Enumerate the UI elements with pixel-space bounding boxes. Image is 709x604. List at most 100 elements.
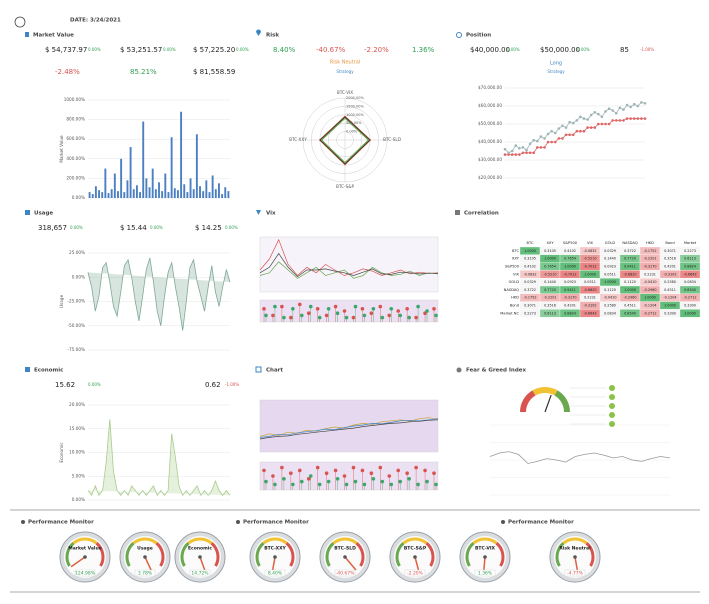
bar bbox=[180, 111, 183, 198]
radar-series bbox=[320, 117, 370, 164]
area bbox=[87, 419, 231, 497]
gauge-arc bbox=[65, 542, 75, 567]
marker bbox=[597, 122, 600, 126]
marker bbox=[546, 140, 550, 144]
cell-text: -0.1752 bbox=[523, 296, 536, 300]
marker bbox=[360, 307, 365, 311]
marker bbox=[629, 117, 632, 120]
cell-text: 0.0834 bbox=[684, 280, 696, 284]
gauge-arc bbox=[210, 542, 220, 567]
icon bbox=[25, 367, 30, 372]
gauge-label: Economic bbox=[188, 546, 212, 552]
marker bbox=[423, 468, 427, 473]
value-box bbox=[334, 569, 356, 577]
panel-title: Usage bbox=[34, 211, 53, 217]
marker bbox=[308, 474, 313, 478]
gauge-arc bbox=[585, 542, 595, 567]
marker bbox=[297, 302, 302, 307]
marker bbox=[333, 468, 338, 473]
row-label: S&P500 bbox=[505, 265, 520, 269]
date: DATE: 3/24/2021 bbox=[70, 18, 121, 24]
plot-bg bbox=[259, 399, 439, 453]
gauge-needle bbox=[544, 394, 552, 413]
bar bbox=[148, 187, 151, 198]
kpi: 8.40% bbox=[273, 46, 296, 54]
marker bbox=[351, 315, 356, 320]
cell-text: -0.6820 bbox=[583, 288, 596, 292]
kpi-change: -1.00% bbox=[225, 382, 239, 387]
bar bbox=[142, 121, 145, 198]
monitor-title: Performance Monitor bbox=[243, 520, 309, 526]
marker bbox=[351, 465, 356, 470]
marker bbox=[528, 151, 532, 155]
gauge-label: Risk Neutral bbox=[559, 546, 591, 552]
marker bbox=[262, 468, 266, 473]
marker bbox=[514, 144, 518, 147]
bar bbox=[208, 192, 211, 198]
marker bbox=[273, 482, 277, 487]
line bbox=[259, 252, 438, 278]
gauge-label: BTC-VIX bbox=[475, 546, 496, 552]
marker bbox=[614, 111, 618, 115]
cell-text: 0.3722 bbox=[624, 249, 636, 253]
table-header: VIX bbox=[587, 241, 594, 245]
marker bbox=[611, 119, 614, 122]
cell-text: 1.0000 bbox=[684, 311, 696, 315]
row-label: Bond bbox=[510, 304, 519, 308]
cell-text: 0.9411 bbox=[564, 288, 576, 292]
gauge-arc bbox=[285, 542, 295, 567]
plot-bg bbox=[259, 236, 439, 293]
plot-bg bbox=[259, 461, 439, 491]
marker bbox=[600, 122, 604, 126]
gauge-value: -40.67% bbox=[336, 571, 356, 577]
needle-hub bbox=[573, 555, 577, 559]
legend-dot bbox=[609, 394, 615, 400]
kpi: $40,000.00 bbox=[470, 46, 510, 54]
y-tick-label: -75.00% bbox=[68, 347, 85, 352]
y-tick-label: 0.00% bbox=[72, 195, 85, 200]
marker bbox=[315, 465, 320, 470]
y-axis-label: Economic bbox=[59, 442, 64, 463]
cell-text: 0.0834 bbox=[604, 311, 616, 315]
cell-text: -0.3102 bbox=[583, 304, 596, 308]
marker bbox=[550, 129, 553, 133]
cell-text: -0.3102 bbox=[663, 272, 676, 276]
cell-text: 0.8540 bbox=[684, 288, 696, 292]
marker bbox=[405, 471, 409, 476]
cell-text: 1.0000 bbox=[604, 280, 616, 284]
marker bbox=[632, 117, 636, 120]
y-tick-label: $70,000.00 bbox=[478, 85, 502, 90]
marker bbox=[425, 479, 429, 484]
kpi-change: -1.00% bbox=[640, 47, 654, 52]
table-header: S&P500 bbox=[563, 241, 578, 245]
row-label: HKD bbox=[511, 296, 519, 300]
cell-text: 0.3105 bbox=[544, 249, 556, 253]
table-header: NASDAQ bbox=[622, 241, 638, 245]
gauge-label: Market Value bbox=[68, 546, 101, 552]
marker bbox=[543, 137, 546, 140]
marker bbox=[371, 307, 376, 311]
kpi-change: 0.00% bbox=[163, 47, 176, 52]
icon bbox=[255, 366, 262, 373]
kpi: $50,000.00 bbox=[540, 46, 580, 54]
line bbox=[259, 419, 439, 440]
marker bbox=[507, 151, 510, 155]
kpi: $ 15.44 bbox=[120, 224, 147, 232]
cell-text: 0.2231 bbox=[584, 296, 596, 300]
bar bbox=[91, 194, 94, 198]
marker bbox=[291, 482, 295, 487]
marker bbox=[564, 133, 568, 137]
marker bbox=[344, 315, 349, 320]
marker bbox=[335, 477, 340, 481]
legend-dot bbox=[609, 403, 615, 409]
marker bbox=[326, 307, 331, 311]
marker bbox=[389, 307, 394, 311]
marker bbox=[532, 138, 536, 142]
marker bbox=[575, 119, 579, 122]
marker bbox=[557, 127, 561, 130]
cell-text: 0.4511 bbox=[664, 288, 676, 292]
cell-text: -0.1204 bbox=[663, 296, 676, 300]
bar bbox=[189, 178, 192, 198]
y-tick-label: 1000.00% bbox=[64, 97, 85, 102]
line bbox=[505, 118, 645, 155]
